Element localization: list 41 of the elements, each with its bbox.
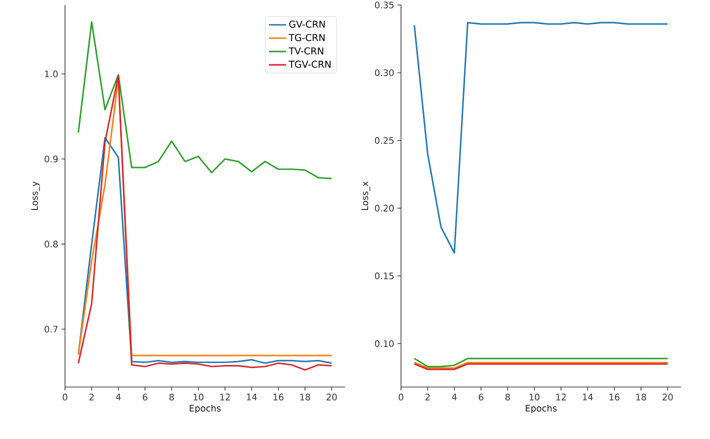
y-axis-title: Loss_x	[362, 182, 370, 210]
x-tick-label: 8	[169, 394, 174, 400]
x-tick-label: 0	[398, 394, 404, 400]
line-series	[78, 21, 332, 180]
y-tick-label: 0.35	[374, 2, 394, 8]
y-tick-label: 1.0	[45, 70, 58, 78]
legend-label: TV-CRN	[288, 47, 324, 54]
y-tick-label: 0.9	[44, 156, 58, 162]
x-tick-label: 2	[89, 394, 94, 400]
x-tick-label: 12	[556, 394, 566, 400]
x-tick-label: 6	[142, 394, 148, 400]
x-axis-title: Epochs	[526, 404, 557, 414]
x-tick-label: 2	[425, 394, 430, 400]
x-tick-label: 10	[194, 394, 204, 400]
y-tick-label: 0.7	[44, 326, 58, 333]
y-tick-label: 0.25	[374, 137, 394, 144]
x-tick-label: 4	[452, 394, 457, 400]
x-tick-label: 12	[220, 394, 230, 400]
x-tick-label: 10	[530, 394, 540, 400]
y-tick-label: 0.15	[374, 272, 394, 280]
x-tick-label: 20	[662, 394, 673, 400]
x-tick-label: 8	[505, 394, 510, 400]
x-tick-label: 16	[610, 394, 620, 400]
x-tick-label: 18	[300, 394, 310, 400]
x-tick-label: 14	[246, 394, 257, 400]
legend-label: TGV-CRN	[288, 60, 331, 68]
y-tick-label: 0.10	[374, 340, 394, 348]
x-tick-label: 20	[326, 394, 337, 400]
y-tick-label: 0.8	[44, 240, 58, 248]
y-axis-title: Loss_y	[31, 182, 40, 210]
legend-label: GV-CRN	[289, 20, 325, 28]
x-tick-label: 14	[582, 394, 593, 400]
x-tick-label: 4	[116, 394, 121, 400]
y-tick-label: 0.30	[374, 69, 394, 76]
x-tick-label: 18	[636, 394, 646, 400]
x-tick-label: 16	[274, 394, 284, 400]
y-tick-label: 0.20	[374, 204, 394, 212]
x-tick-label: 0	[62, 394, 68, 400]
legend-label: TG-CRN	[288, 34, 325, 42]
x-tick-label: 6	[478, 394, 484, 400]
x-axis-title: Epochs	[190, 404, 221, 414]
